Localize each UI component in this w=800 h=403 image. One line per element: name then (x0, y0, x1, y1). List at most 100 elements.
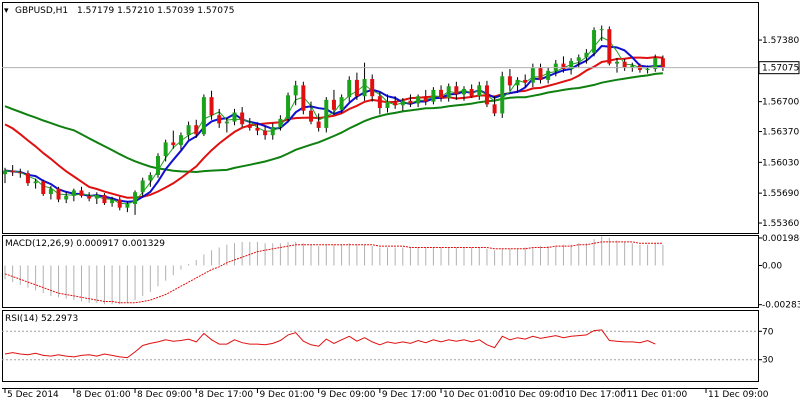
candle (515, 77, 520, 93)
time-tick-label: 10 Dec 17:00 (565, 390, 626, 400)
candle-body (140, 180, 145, 193)
macd-tick-label: -0.002832 (762, 301, 800, 311)
candle-body (64, 195, 69, 200)
candle (484, 80, 489, 108)
candle-body (385, 101, 390, 108)
candle (201, 94, 206, 137)
macd-series (4, 236, 664, 305)
candle (645, 65, 650, 74)
candle-body (263, 130, 268, 136)
candle-body (56, 188, 61, 200)
candle (163, 139, 168, 162)
rsi-line (4, 329, 656, 359)
candle-body (186, 125, 191, 136)
time-tick-label: 11 Dec 09:00 (708, 390, 769, 400)
candle-body (660, 58, 665, 68)
candle-body (462, 88, 466, 95)
candle (41, 179, 46, 196)
candle-body (217, 115, 222, 124)
candle-body (393, 101, 398, 106)
candle-body (102, 194, 107, 204)
candle (569, 58, 574, 75)
candle-body (431, 89, 436, 102)
candle (339, 94, 344, 114)
price-series (3, 25, 665, 215)
time-tick-label: 9 Dec 09:00 (321, 390, 376, 400)
ma-mid-line (4, 56, 663, 199)
candle (561, 56, 566, 73)
candle (48, 185, 53, 200)
time-tick-label: 10 Dec 01:00 (443, 390, 504, 400)
candle (523, 74, 528, 88)
time-tick-label: 9 Dec 01:00 (259, 390, 314, 400)
candle-body (247, 124, 252, 128)
candle-body (110, 199, 115, 204)
candle-body (561, 63, 566, 70)
candle (477, 81, 482, 100)
candle (255, 122, 260, 136)
macd-label: MACD(12,26,9) 0.000917 0.001329 (5, 239, 165, 249)
candle-body (171, 142, 176, 146)
candle-body (477, 85, 482, 97)
price-panel (2, 2, 759, 234)
candle (316, 113, 321, 132)
candle (240, 107, 245, 128)
candle-body (309, 110, 313, 122)
candle (25, 170, 30, 186)
candle-body (255, 127, 260, 131)
candle (584, 49, 589, 64)
candle-body (484, 85, 489, 105)
candle-body (79, 190, 84, 196)
time-tick-label: 11 Dec 01:00 (627, 390, 688, 400)
candle (370, 74, 375, 102)
price-tick-label: 1.57380 (762, 36, 799, 46)
last-price-label: 1.57075 (762, 64, 799, 74)
candle-body (354, 79, 359, 97)
candle (79, 186, 84, 198)
last-price-box (758, 61, 800, 75)
candle (347, 76, 352, 102)
candle-body (148, 175, 153, 181)
candle (232, 108, 237, 126)
candle (492, 96, 497, 117)
candle (324, 97, 329, 133)
candle (224, 117, 229, 133)
candle (431, 87, 436, 105)
candle-body (286, 95, 291, 119)
candle (400, 98, 405, 111)
candle (507, 69, 512, 91)
candle-body (278, 118, 283, 128)
candle-body (377, 96, 382, 108)
price-tick-label: 1.56370 (762, 128, 799, 138)
candle-body (125, 204, 130, 208)
candle-body (416, 96, 421, 104)
candle-body (10, 170, 15, 173)
candle-body (630, 65, 635, 68)
candle-body (492, 104, 497, 114)
candle-body (87, 195, 92, 199)
candle-body (507, 76, 512, 86)
candle (454, 81, 459, 100)
candle (546, 67, 551, 84)
candle (217, 108, 222, 128)
candle (592, 27, 597, 57)
candle (3, 167, 7, 184)
candle (599, 25, 604, 41)
candle-body (523, 79, 528, 83)
candle (439, 85, 444, 102)
candle-body (25, 173, 30, 184)
candle-body (584, 52, 589, 58)
candle (94, 192, 99, 205)
candle (71, 188, 76, 202)
candle-body (599, 29, 604, 31)
price-tick-label: 1.55690 (762, 189, 799, 199)
candle-body (232, 112, 237, 122)
time-tick-label: 9 Dec 17:00 (382, 390, 437, 400)
candle-body (538, 68, 543, 80)
candle (362, 62, 367, 101)
price-tick-label: 1.56700 (762, 98, 799, 108)
candle (309, 101, 313, 125)
candle (622, 59, 627, 71)
candle-body (454, 86, 459, 95)
